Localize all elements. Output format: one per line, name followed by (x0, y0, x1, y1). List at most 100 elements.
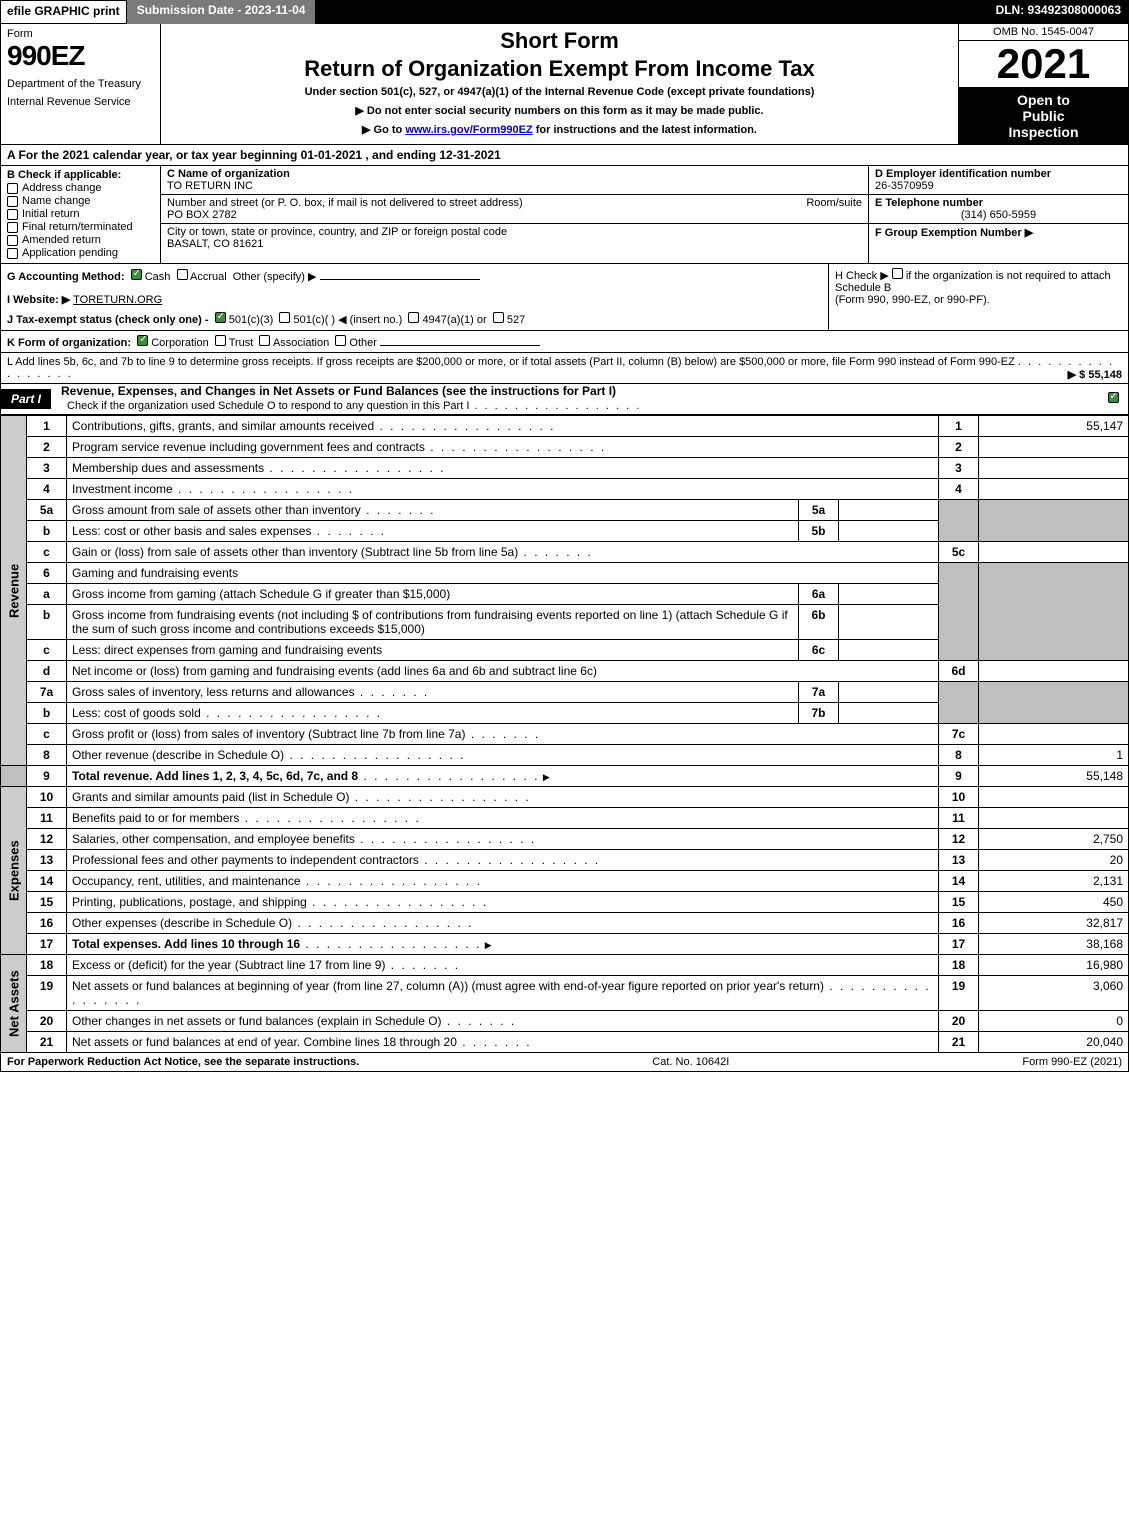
rno-13: 13 (939, 850, 979, 871)
amt-20: 0 (979, 1011, 1129, 1032)
chk-application-pending[interactable] (7, 248, 18, 259)
line-no-15: 15 (27, 892, 67, 913)
line-no-5b: b (27, 521, 67, 542)
amt-2 (979, 437, 1129, 458)
line-no-19: 19 (27, 976, 67, 1011)
grey-7ab (939, 682, 979, 724)
line-no-9: 9 (27, 766, 67, 787)
opt-501c3: 501(c)(3) (229, 314, 274, 326)
other-org-field[interactable] (380, 334, 540, 346)
dots-3 (264, 461, 445, 475)
chk-trust[interactable] (215, 335, 226, 346)
efile-label[interactable]: efile GRAPHIC print (0, 0, 127, 24)
chk-amended-return[interactable] (7, 235, 18, 246)
dln-label: DLN: 93492308000063 (988, 0, 1129, 24)
row-i-lab: I Website: ▶ (7, 294, 70, 306)
chk-final-return[interactable] (7, 222, 18, 233)
col-gij: G Accounting Method: Cash Accrual Other … (1, 264, 828, 330)
amt-14: 2,131 (979, 871, 1129, 892)
amt-8: 1 (979, 745, 1129, 766)
amt-5c (979, 542, 1129, 563)
chk-501c3[interactable] (215, 312, 226, 323)
page-footer: For Paperwork Reduction Act Notice, see … (0, 1053, 1129, 1072)
chk-address-change[interactable] (7, 183, 18, 194)
arrow-icon-17 (485, 937, 492, 951)
rno-12: 12 (939, 829, 979, 850)
line-no-6d: d (27, 661, 67, 682)
chk-accrual[interactable] (177, 269, 188, 280)
grey-amt-5ab (979, 500, 1129, 542)
other-specify-field[interactable] (320, 268, 480, 280)
iamt-6c (839, 640, 939, 661)
dots-14 (301, 874, 482, 888)
amt-17: 38,168 (979, 934, 1129, 955)
ino-6a: 6a (799, 584, 839, 605)
dots-7b (201, 706, 382, 720)
amt-3 (979, 458, 1129, 479)
chk-corporation[interactable] (137, 335, 148, 346)
line-no-12: 12 (27, 829, 67, 850)
dots-20 (442, 1014, 517, 1028)
chk-label-0: Address change (22, 182, 102, 194)
ssn-warning: ▶ Do not enter social security numbers o… (169, 104, 950, 117)
line-12-desc: Salaries, other compensation, and employ… (72, 832, 355, 846)
ein-value: 26-3570959 (875, 180, 1122, 192)
header-middle: Short Form Return of Organization Exempt… (161, 24, 958, 144)
goto-post: for instructions and the latest informat… (533, 124, 757, 136)
dots-5c (518, 545, 593, 559)
amt-1: 55,147 (979, 416, 1129, 437)
line-5b-desc: Less: cost or other basis and sales expe… (72, 524, 311, 538)
line-no-18: 18 (27, 955, 67, 976)
line-3-desc: Membership dues and assessments (72, 461, 264, 475)
line-no-11: 11 (27, 808, 67, 829)
dots-13 (419, 853, 600, 867)
line-no-6c: c (27, 640, 67, 661)
dots-21 (457, 1035, 532, 1049)
side-label-net-assets: Net Assets (1, 955, 27, 1053)
chk-initial-return[interactable] (7, 209, 18, 220)
chk-4947[interactable] (408, 312, 419, 323)
footer-left-text: For Paperwork Reduction Act Notice, see … (7, 1056, 359, 1068)
opt-accrual: Accrual (190, 271, 227, 283)
line-no-2: 2 (27, 437, 67, 458)
amt-10 (979, 787, 1129, 808)
rno-18: 18 (939, 955, 979, 976)
chk-name-change[interactable] (7, 196, 18, 207)
chk-schedule-b[interactable] (892, 268, 903, 279)
dots-4 (173, 482, 354, 496)
ino-7a: 7a (799, 682, 839, 703)
ino-7b: 7b (799, 703, 839, 724)
line-no-6: 6 (27, 563, 67, 584)
org-name: TO RETURN INC (167, 180, 253, 192)
rno-9: 9 (939, 766, 979, 787)
chk-527[interactable] (493, 312, 504, 323)
dots-16 (292, 916, 473, 930)
grey-amt-7ab (979, 682, 1129, 724)
chk-association[interactable] (259, 335, 270, 346)
line-no-3: 3 (27, 458, 67, 479)
box-b-label: B Check if applicable: (7, 169, 154, 181)
chk-schedule-o-part1[interactable] (1108, 392, 1119, 403)
header-left: Form 990EZ Department of the Treasury In… (1, 24, 161, 144)
line-7a-desc: Gross sales of inventory, less returns a… (72, 685, 355, 699)
line-no-5a: 5a (27, 500, 67, 521)
dots-17 (300, 937, 481, 951)
line-no-7c: c (27, 724, 67, 745)
topbar-spacer (316, 0, 987, 24)
opt-527: 527 (507, 314, 525, 326)
col-c: C Name of organization TO RETURN INC Num… (161, 166, 868, 263)
opt-other-org: Other (349, 337, 377, 349)
part-1-tab: Part I (1, 389, 51, 409)
chk-other-org[interactable] (335, 335, 346, 346)
submission-date: Submission Date - 2023-11-04 (127, 0, 317, 24)
amt-16: 32,817 (979, 913, 1129, 934)
chk-label-2: Initial return (22, 208, 79, 220)
dots-1 (374, 419, 555, 433)
goto-pre: ▶ Go to (362, 124, 405, 136)
line-15-desc: Printing, publications, postage, and shi… (72, 895, 307, 909)
irs-link[interactable]: www.irs.gov/Form990EZ (405, 124, 532, 136)
chk-501c[interactable] (279, 312, 290, 323)
chk-cash[interactable] (131, 269, 142, 280)
col-h: H Check ▶ if the organization is not req… (828, 264, 1128, 330)
line-no-7a: 7a (27, 682, 67, 703)
